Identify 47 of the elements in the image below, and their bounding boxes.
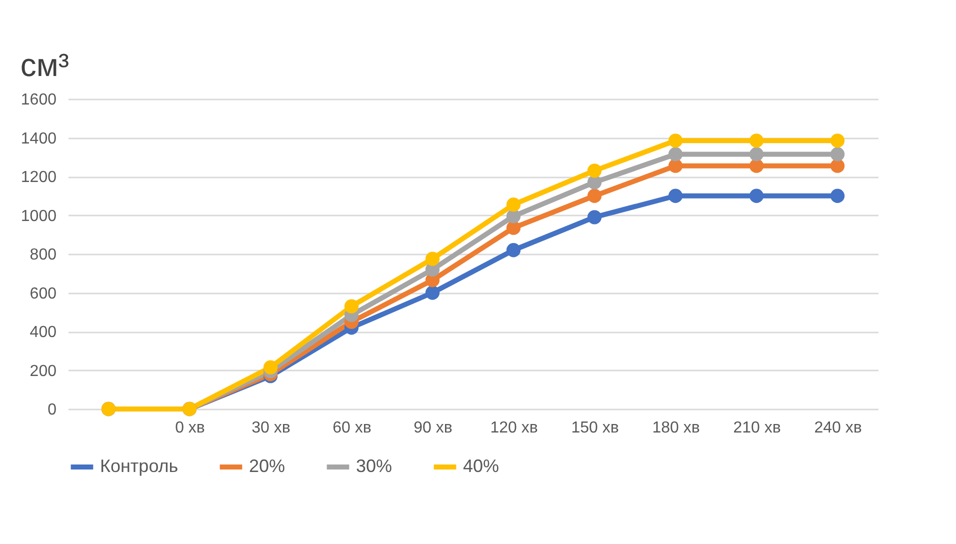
y-tick-label: 1200 <box>20 169 57 186</box>
x-tick-label: 120 хв <box>490 420 538 436</box>
x-tick-label: 210 хв <box>733 420 781 436</box>
point <box>830 158 845 173</box>
y-tick-label: 200 <box>30 362 57 380</box>
point <box>425 252 440 266</box>
x-tick-label: 90 хв <box>414 420 452 436</box>
legend-label: 30% <box>356 456 392 476</box>
x-tick-label: 180 хв <box>652 420 700 436</box>
legend-label: Контроль <box>100 456 178 476</box>
point <box>668 134 683 148</box>
point <box>587 188 602 203</box>
y-axis-title: см³ <box>20 47 70 83</box>
legend-label: 20% <box>249 456 286 476</box>
point <box>830 134 845 148</box>
point <box>506 243 521 258</box>
x-tick-label: 30 хв <box>252 420 290 436</box>
x-tick-label: 60 хв <box>332 420 372 436</box>
point <box>749 158 764 173</box>
point <box>506 209 521 224</box>
point <box>749 147 764 162</box>
point <box>830 188 845 203</box>
y-tick-label: 1000 <box>20 208 57 225</box>
point <box>506 220 521 235</box>
point <box>668 158 683 173</box>
point <box>830 147 845 162</box>
point <box>587 210 602 224</box>
x-tick-label: 240 хв <box>814 420 862 436</box>
point <box>587 175 602 190</box>
y-tick-label: 1400 <box>20 130 57 148</box>
point <box>425 286 440 300</box>
point <box>263 360 278 374</box>
point <box>587 164 602 178</box>
x-tick-label: 150 хв <box>571 420 619 436</box>
point <box>749 134 764 148</box>
point <box>668 147 683 162</box>
point <box>668 188 683 203</box>
y-tick-label: 800 <box>30 246 57 264</box>
point <box>749 188 764 203</box>
x-tick-label: 0 хв <box>175 420 205 436</box>
y-tick-label: 600 <box>30 285 57 302</box>
point <box>344 299 359 314</box>
y-tick-label: 0 <box>48 402 57 418</box>
legend-label: 40% <box>463 456 500 476</box>
point <box>506 198 521 212</box>
y-tick-label: 400 <box>30 324 57 341</box>
y-tick-label: 1600 <box>20 92 57 108</box>
